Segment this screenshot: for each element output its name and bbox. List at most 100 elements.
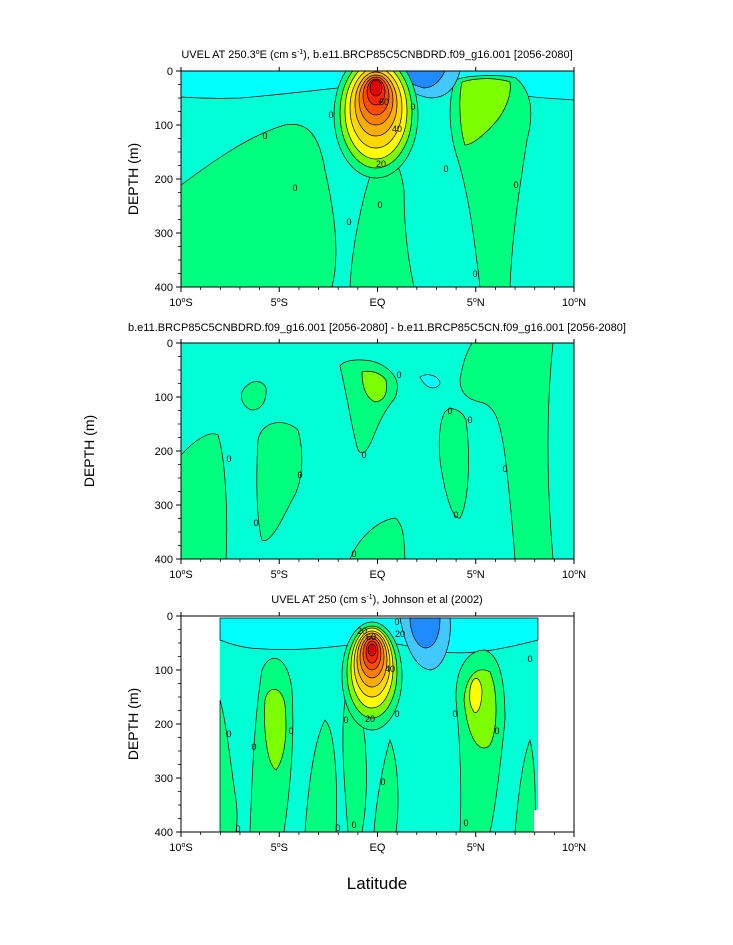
p2-clabel-0i: 0: [453, 510, 458, 520]
p2-central-lime: [361, 370, 387, 403]
p1-xtick-label-0: 10oS: [169, 297, 193, 309]
p3-clabel-0f: 0: [335, 823, 340, 833]
panel-3-field: [181, 616, 574, 832]
p2-ytick-label-0: 0: [167, 338, 173, 350]
p2-clabel-0c: 0: [297, 470, 302, 480]
p2-south-green: [256, 422, 303, 541]
p2-bottom-green: [349, 517, 406, 559]
panel-2-title: b.e11.BRCP85C5CNBDRD.f09_g16.001 [2056-2…: [128, 322, 626, 334]
p2-clabel-0e: 0: [361, 450, 366, 460]
p3-far-west-green: [219, 699, 238, 832]
p1-ytick-label-0: 0: [167, 66, 173, 78]
p2-clabel-0a: 0: [226, 454, 231, 464]
p3-clabel-0i: 0: [394, 709, 399, 719]
p2-y-axis: 0 100 200 300 400: [155, 338, 181, 566]
p1-xtick-label-3: 5oN: [467, 297, 485, 309]
p3-x-axis: 10oS 5oS EQ 5oN 10oN: [169, 612, 586, 854]
p1-xtick-label-1: 5oS: [271, 297, 288, 309]
p1-south-green: [181, 123, 337, 287]
p3-xtick-label-4: 10oN: [562, 842, 586, 854]
p1-ytick-label-1: 100: [155, 120, 173, 132]
p3-clabel-0b: 0: [235, 824, 240, 834]
p1-clabel-0g: 0: [443, 164, 448, 174]
p3-clabel-0a: 0: [226, 729, 231, 739]
p3-xtick-label-2: EQ: [370, 842, 386, 854]
p1-clabel-40: 40: [392, 124, 402, 134]
p3-clabel-0m: 0: [494, 726, 499, 736]
p2-xtick-label-1: 5oS: [271, 569, 288, 581]
p2-cyan-patch: [419, 374, 441, 389]
p1-x-axis: 10oS 5oS EQ 5oN 10oN: [169, 67, 586, 309]
p3-clabel-20a: 20: [365, 714, 375, 724]
p1-jet-core: [369, 79, 383, 97]
p3-y-axis: 0 100 200 300 400: [155, 611, 181, 839]
p1-clabel-0h: 0: [472, 269, 477, 279]
p2-north-green-a: [438, 408, 469, 519]
p3-no-data-corner: [534, 810, 574, 832]
p3-clabel-0j: 0: [394, 617, 399, 627]
panel-3: UVEL AT 250 (cm s-1), Johnson et al (200…: [125, 594, 586, 893]
p3-ytick-label-1: 100: [155, 665, 173, 677]
p2-ytick-label-2: 200: [155, 446, 173, 458]
panel-1-title: UVEL AT 250.3oE (cm s-1), b.e11.BRCP85C5…: [181, 49, 572, 61]
x-axis-label: Latitude: [347, 874, 408, 893]
p3-ytick-label-2: 200: [155, 719, 173, 731]
p2-xtick-label-2: EQ: [370, 569, 386, 581]
p1-clabel-0f: 0: [410, 102, 415, 112]
p3-clabel-20b: 20: [357, 626, 367, 636]
p1-y-axis: 0 100 200 300 400: [155, 66, 181, 294]
p3-clabel-0d: 0: [288, 726, 293, 736]
p3-clabel-0l: 0: [463, 818, 468, 828]
p3-xtick-label-1: 5oS: [271, 842, 288, 854]
p3-clabel-0g: 0: [351, 820, 356, 830]
p3-clabel-40: 40: [385, 664, 395, 674]
p1-clabel-0a: 0: [262, 131, 267, 141]
p1-clabel-0b: 0: [292, 183, 297, 193]
p2-xtick-label-3: 5oN: [467, 569, 485, 581]
p1-clabel-0i: 0: [513, 180, 518, 190]
p2-ytick-label-1: 100: [155, 392, 173, 404]
p3-clabel-0n: 0: [527, 654, 532, 664]
p2-clabel-0h: 0: [467, 415, 472, 425]
p3-jet-core: [367, 643, 377, 657]
p1-ylabel: DEPTH (m): [125, 143, 141, 215]
p3-clabel-0h: 0: [380, 777, 385, 787]
p2-x-axis: 10oS 5oS EQ 5oN 10oN: [169, 339, 586, 581]
p1-clabel-20: 20: [376, 159, 386, 169]
p3-ytick-label-0: 0: [167, 611, 173, 623]
p2-clabel-0j: 0: [502, 464, 507, 474]
p2-xtick-label-4: 10oN: [562, 569, 586, 581]
p1-xtick-label-2: EQ: [370, 297, 386, 309]
p2-ylabel: DEPTH (m): [81, 415, 97, 487]
p3-clabel-20c: 20: [395, 629, 405, 639]
p2-west-green: [181, 433, 228, 559]
p1-clabel-0c: 0: [328, 110, 333, 120]
p2-clabel-0d: 0: [351, 549, 356, 559]
p1-clabel-0e: 0: [377, 200, 382, 210]
panel-2-field: [181, 343, 574, 559]
p3-ytick-label-4: 400: [155, 827, 173, 839]
p2-north-edge: [547, 343, 574, 559]
panel-2: b.e11.BRCP85C5CNBDRD.f09_g16.001 [2056-2…: [81, 322, 626, 581]
p1-clabel-60: 60: [379, 97, 389, 107]
panel-1-field: [181, 71, 574, 287]
p2-small-green: [241, 381, 267, 411]
p3-clabel-0k: 0: [452, 709, 457, 719]
p1-ytick-label-2: 200: [155, 174, 173, 186]
p3-ylabel: DEPTH (m): [125, 688, 141, 760]
p3-clabel-0e: 0: [343, 715, 348, 725]
p3-clabel-60: 60: [366, 632, 376, 642]
p2-clabel-0g: 0: [447, 406, 452, 416]
p3-contour-labels: 60 40 20 20 20 0 0 0 0 0 0 0 0 0 0 0 0 0…: [226, 617, 532, 834]
panel-3-title: UVEL AT 250 (cm s-1), Johnson et al (200…: [271, 594, 482, 606]
p3-ytick-label-3: 300: [155, 773, 173, 785]
p1-contour-labels: 60 40 20 0 0 0 0 0 0 0 0 0: [262, 97, 518, 279]
p2-north-green-b: [459, 343, 574, 559]
p3-xtick-label-0: 10oS: [169, 842, 193, 854]
p3-clabel-0c: 0: [251, 742, 256, 752]
p2-xtick-label-0: 10oS: [169, 569, 193, 581]
p1-clabel-0d: 0: [346, 217, 351, 227]
p3-south-lime: [264, 689, 287, 771]
p1-ytick-label-4: 400: [155, 282, 173, 294]
